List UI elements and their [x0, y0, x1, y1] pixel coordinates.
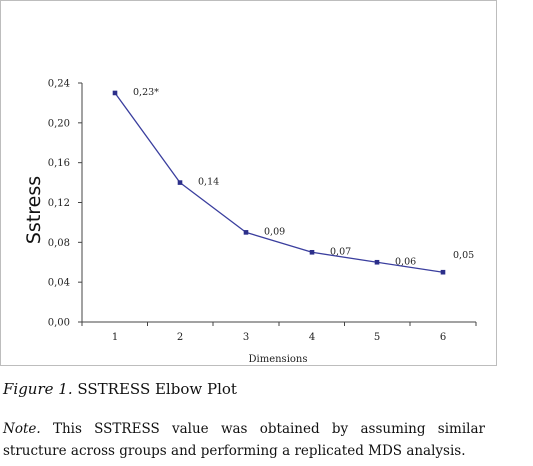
- x-tick-label: 6: [440, 332, 446, 343]
- y-tick-label: 0,12: [48, 198, 70, 209]
- figure-caption-text: SSTRESS Elbow Plot: [77, 380, 237, 398]
- series-line: [114, 92, 444, 273]
- y-tick-label: 0,20: [48, 118, 70, 129]
- data-point: [112, 90, 118, 96]
- y-tick-label: 0,24: [48, 79, 70, 90]
- y-axis-title: Sstress: [23, 176, 45, 244]
- figure-note: Note. This SSTRESS value was obtained by…: [3, 418, 485, 462]
- x-tick-label: 1: [112, 332, 118, 343]
- y-tick-label: 0,16: [48, 158, 70, 169]
- y-tick-label: 0,00: [48, 318, 70, 329]
- x-tick-label: 4: [309, 332, 315, 343]
- x-axis-title: Dimensions: [249, 354, 308, 365]
- data-point: [243, 230, 249, 235]
- elbow-chart: 0,00 0,04 0,08 0,12 0,16 0,20 0,24 1 2 3 4 5 6 0,23*…: [23, 79, 477, 365]
- y-tick-label: 0,08: [48, 238, 70, 249]
- data-label: 0,05: [453, 250, 474, 261]
- data-point: [309, 249, 315, 255]
- figure-caption: Figure 1. SSTRESS Elbow Plot: [3, 380, 237, 398]
- data-point: [440, 269, 446, 275]
- x-tick-label: 5: [374, 332, 380, 343]
- data-point: [374, 259, 380, 265]
- x-tick-label: 3: [243, 332, 249, 343]
- data-label: 0,23*: [133, 87, 159, 98]
- data-label: 0,14: [198, 177, 219, 188]
- y-tick-label: 0,04: [48, 278, 70, 289]
- figure-note-text: This SSTRESS value was obtained by assum…: [3, 421, 485, 459]
- data-label: 0,07: [330, 246, 351, 257]
- x-tick-label: 2: [177, 332, 183, 343]
- data-label: 0,09: [264, 226, 285, 237]
- chart-frame: [0, 0, 497, 366]
- data-label: 0,06: [395, 256, 416, 267]
- data-point: [177, 180, 183, 185]
- figure-caption-label: Figure 1.: [3, 380, 73, 398]
- figure-note-label: Note.: [3, 421, 41, 437]
